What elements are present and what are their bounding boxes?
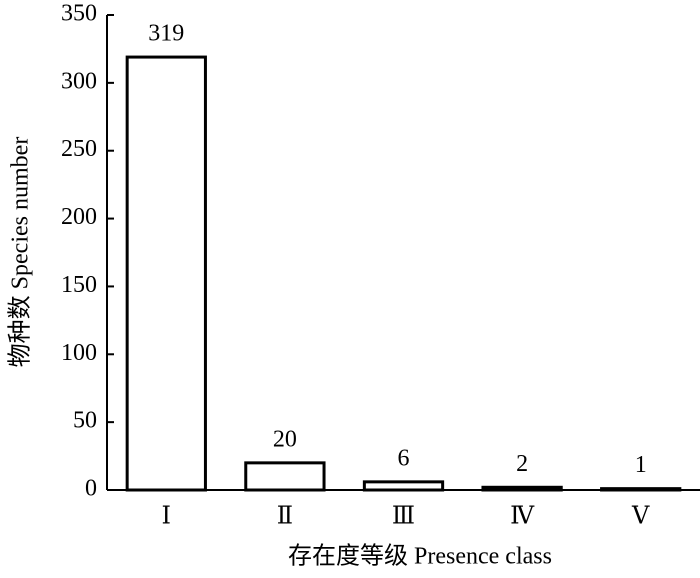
bar (244, 461, 326, 492)
y-tick-label: 100 (61, 340, 97, 366)
bar (362, 480, 445, 492)
value-label: 2 (516, 451, 528, 477)
x-axis-title: 存在度等级 Presence class (288, 543, 552, 570)
y-tick-label: 150 (61, 272, 97, 298)
value-label: 1 (635, 452, 647, 478)
bar (125, 55, 207, 492)
bar (600, 487, 682, 492)
y-tick-label: 250 (61, 136, 97, 162)
y-tick-label: 200 (61, 204, 97, 230)
x-tick-label: Ⅱ (277, 504, 293, 530)
y-tick-label: 300 (61, 68, 97, 94)
value-label: 6 (398, 445, 410, 471)
value-label: 319 (148, 21, 184, 47)
x-tick-label: Ⅳ (510, 504, 535, 530)
x-tick-label: Ⅰ (162, 504, 171, 530)
bar (481, 485, 563, 492)
y-axis-title: 物种数 Species number (7, 137, 34, 368)
y-tick-label: 350 (61, 1, 97, 27)
y-tick-label: 50 (73, 408, 97, 434)
y-tick-label: 0 (85, 476, 97, 502)
x-tick-label: Ⅲ (392, 504, 415, 530)
x-tick-label: Ⅴ (631, 504, 650, 530)
value-label: 20 (273, 426, 297, 452)
